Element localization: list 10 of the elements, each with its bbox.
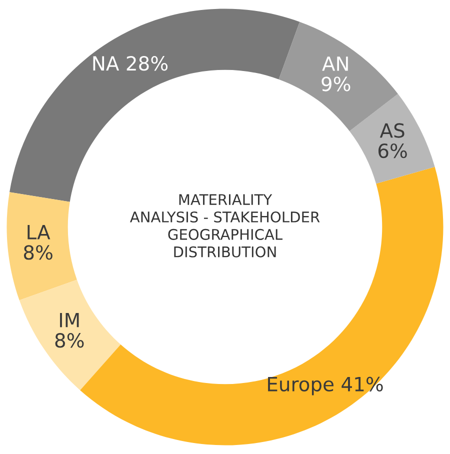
slice-label: AN — [322, 56, 348, 71]
slice-label: IM — [60, 313, 79, 328]
data-label: 8% — [55, 333, 84, 348]
slice-label: AS — [380, 123, 404, 138]
text: MATERIALITY ANALYSIS - STAKEHOLDER GEOGRAPHICAL DISTRIBUTION — [130, 194, 320, 258]
slice-label: NA 28% — [93, 56, 168, 71]
data-label: 8% — [24, 245, 52, 260]
slice-label: LA — [28, 225, 50, 240]
data-label: 9% — [322, 76, 350, 92]
data-label: 6% — [378, 143, 407, 158]
